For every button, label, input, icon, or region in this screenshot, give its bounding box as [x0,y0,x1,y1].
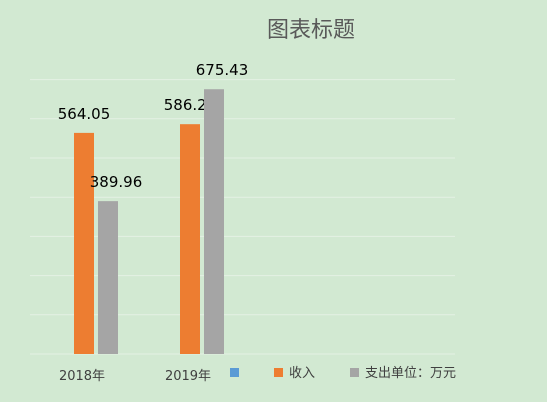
bar-expense-2 [204,89,224,354]
legend-swatch [274,368,283,377]
legend-swatch [230,368,239,377]
data-label: 564.05 [58,105,111,123]
legend-label: 收入 [289,366,315,381]
legend-label: 支出单位：万元 [365,366,456,381]
chart-title: 图表标题 [266,18,355,43]
bar-income-1 [74,132,94,354]
bar-expense-1 [98,201,118,354]
x-tick-label: 2019年 [165,369,211,384]
bar-income-2 [180,124,200,354]
x-tick-label: 2018年 [59,369,105,384]
data-label: 586.26 [164,96,217,114]
legend-swatch [350,368,359,377]
data-label: 389.96 [90,173,143,191]
data-label: 675.43 [196,61,249,79]
